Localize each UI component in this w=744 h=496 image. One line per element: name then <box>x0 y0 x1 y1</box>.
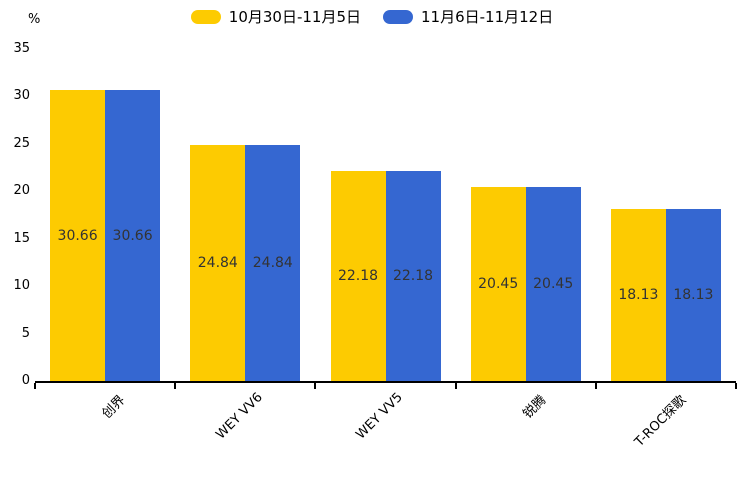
bar-s0-c1: 24.84 <box>190 145 246 381</box>
y-tick-label: 30 <box>13 88 30 104</box>
bar-value-label: 20.45 <box>478 276 519 293</box>
bar-value-label: 22.18 <box>392 267 434 284</box>
bar-value-label: 20.45 <box>533 276 574 293</box>
legend-label-week2: 11月6日-11月12日 <box>421 8 554 26</box>
x-tick-label: T-ROC探歌 <box>632 392 690 450</box>
bar-value-label: 18.13 <box>673 287 714 304</box>
bar-s1-c0: 30.66 <box>105 90 161 381</box>
bar-s0-c4: 18.13 <box>610 209 666 381</box>
y-tick-label: 0 <box>21 373 30 388</box>
legend: 10月30日-11月5日 11月6日-11月12日 <box>0 6 744 27</box>
bar-s0-c0: 30.66 <box>50 90 106 381</box>
plot-area: 30.66 30.66 24.84 24.84 22.18 22.18 20.45 20.45… <box>34 49 737 389</box>
bar-s1-c1: 24.84 <box>245 145 301 381</box>
x-tick-label: 锐腾 <box>520 392 550 422</box>
x-tick-mark <box>174 383 177 389</box>
y-axis-unit-label: % <box>28 12 41 27</box>
y-tick-label: 25 <box>13 135 30 151</box>
bar-s1-c3: 20.45 <box>525 187 581 381</box>
bar-s1-c2: 22.18 <box>385 170 441 381</box>
y-tick-label: 35 <box>13 41 30 56</box>
legend-swatch-yellow-icon <box>190 9 221 24</box>
y-tick-label: 5 <box>21 325 30 341</box>
legend-item-week2[interactable]: 11月6日-11月12日 <box>383 6 553 27</box>
bar-value-label: 30.66 <box>112 227 153 244</box>
legend-item-week1[interactable]: 10月30日-11月5日 <box>190 6 361 27</box>
x-tick-label: WEY VV5 <box>353 390 407 443</box>
bar-s0-c3: 20.45 <box>470 187 526 381</box>
bar-value-label: 24.84 <box>197 255 238 272</box>
bar-s0-c2: 22.18 <box>330 170 386 381</box>
x-tick-mark <box>34 383 36 389</box>
x-tick-mark <box>314 383 317 389</box>
bar-value-label: 22.18 <box>337 267 379 284</box>
x-tick-mark <box>735 383 737 389</box>
y-tick-label: 15 <box>13 230 30 246</box>
bar-value-label: 24.84 <box>252 255 293 272</box>
legend-label-week1: 10月30日-11月5日 <box>228 8 361 26</box>
legend-swatch-blue-icon <box>383 9 413 24</box>
bar-s1-c4: 18.13 <box>665 209 721 381</box>
y-tick-label: 20 <box>13 183 30 199</box>
x-tick-label: WEY VV6 <box>213 390 266 443</box>
bar-value-label: 18.13 <box>618 287 659 304</box>
y-tick-label: 10 <box>13 278 30 294</box>
x-tick-mark <box>594 383 597 389</box>
bar-value-label: 30.66 <box>57 227 98 244</box>
x-tick-label: 创界 <box>99 392 129 422</box>
x-tick-mark <box>454 383 457 389</box>
